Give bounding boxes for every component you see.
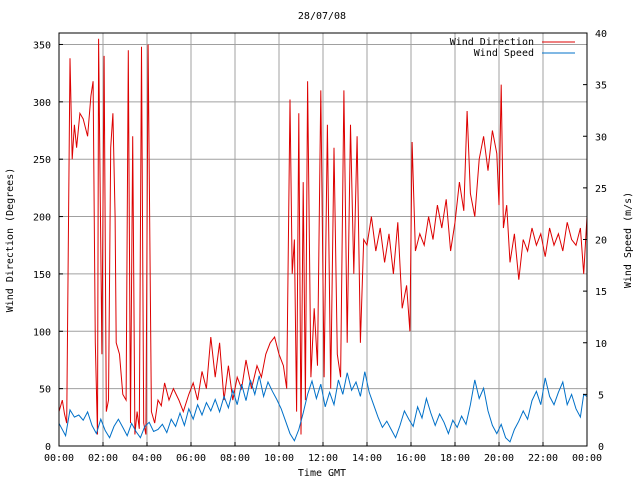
y-left-tick-label: 150 [33,270,51,281]
y-left-tick-label: 250 [33,155,51,166]
chart-title: 28/07/08 [298,11,346,22]
x-tick-label: 02:00 [88,453,118,464]
legend-label-wind-direction: Wind Direction [450,37,534,48]
y-axis-right-label: Wind Speed (m/s) [623,192,634,288]
y-right-tick-label: 40 [595,29,607,40]
x-tick-label: 00:00 [572,453,602,464]
y-left-tick-label: 0 [45,442,51,453]
x-axis-label: Time GMT [298,468,346,479]
y-left-tick-label: 300 [33,98,51,109]
y-right-tick-label: 25 [595,184,607,195]
x-tick-label: 16:00 [396,453,426,464]
x-tick-label: 04:00 [132,453,162,464]
legend-label-wind-speed: Wind Speed [474,48,534,59]
tick-labels: 00:00 02:00 04:00 06:00 08:00 10:00 12:00 14:00… [33,29,607,464]
y-left-tick-label: 50 [39,385,51,396]
x-tick-label: 08:00 [220,453,250,464]
x-tick-label: 12:00 [308,453,338,464]
y-right-tick-label: 0 [598,442,604,453]
y-axis-left-label: Wind Direction (Degrees) [5,168,16,313]
x-tick-label: 20:00 [484,453,514,464]
y-right-tick-label: 15 [595,287,607,298]
wind-direction-line [58,38,588,435]
y-left-tick-label: 100 [33,327,51,338]
x-tick-label: 00:00 [44,453,74,464]
y-right-tick-label: 5 [598,390,604,401]
series-layer [58,38,588,443]
x-tick-label: 10:00 [264,453,294,464]
y-left-tick-label: 350 [33,40,51,51]
x-tick-label: 22:00 [528,453,558,464]
y-left-tick-label: 200 [33,213,51,224]
y-right-tick-label: 20 [595,236,607,247]
x-tick-label: 18:00 [440,453,470,464]
y-right-tick-label: 10 [595,339,607,350]
y-right-tick-label: 35 [595,81,607,92]
y-right-tick-label: 30 [595,132,607,143]
x-tick-label: 14:00 [352,453,382,464]
x-tick-label: 06:00 [176,453,206,464]
wind-speed-line [58,371,588,443]
